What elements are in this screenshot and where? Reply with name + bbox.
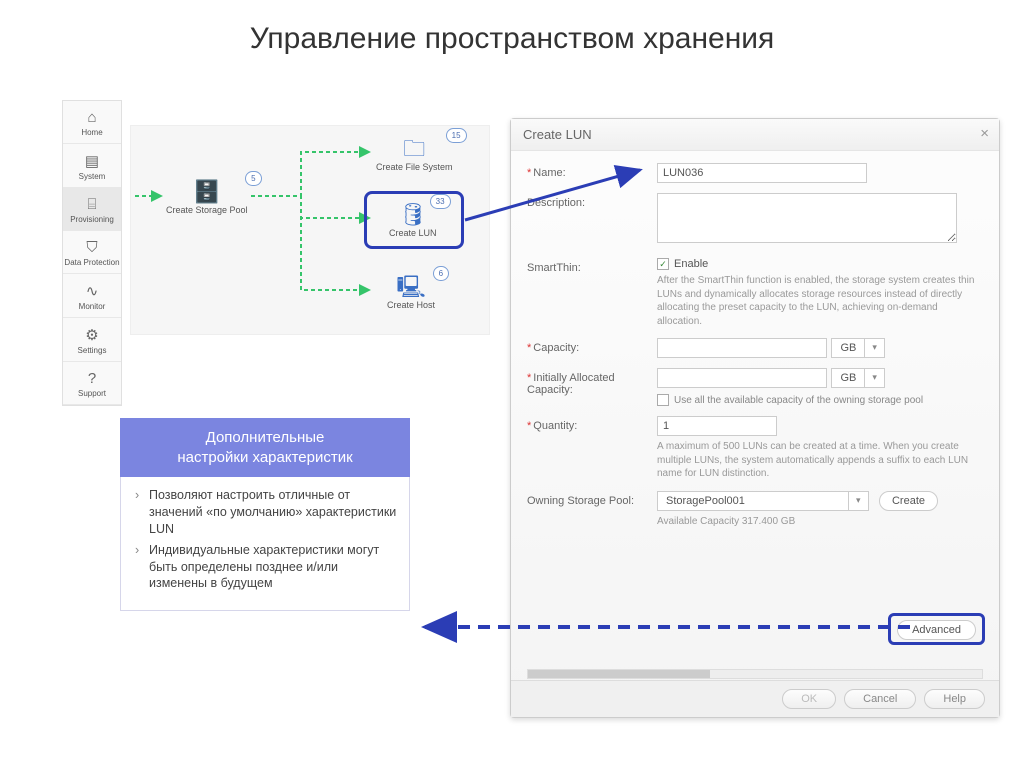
- init-capacity-unit-select[interactable]: GB ▾: [831, 368, 884, 388]
- chevron-down-icon: ▾: [864, 339, 884, 357]
- smartthin-label: SmartThin:: [527, 262, 581, 274]
- home-icon: ⌂: [63, 109, 121, 126]
- pool-value: StoragePool001: [658, 492, 848, 510]
- provisioning-icon: ⌸: [63, 196, 121, 213]
- folder-icon: 🗀: [376, 138, 453, 160]
- node-create-host[interactable]: 🖳 Create Host 6: [387, 276, 435, 310]
- dialog-title: Create LUN: [523, 127, 592, 142]
- callout-header-line2: настройки характеристик: [126, 448, 404, 468]
- pool-available-text: Available Capacity 317.400 GB: [657, 515, 983, 529]
- callout-header: Дополнительные настройки характеристик: [120, 418, 410, 477]
- dialog-title-bar: Create LUN ×: [511, 119, 999, 151]
- capacity-unit-value: GB: [832, 339, 864, 357]
- sidebar-item-support[interactable]: ? Support: [63, 362, 121, 405]
- sidebar-item-provisioning[interactable]: ⌸ Provisioning: [63, 188, 121, 231]
- owning-pool-select[interactable]: StoragePool001 ▾: [657, 491, 869, 511]
- support-icon: ?: [63, 370, 121, 387]
- capacity-unit-select[interactable]: GB ▾: [831, 338, 884, 358]
- lun-highlight-box: [364, 191, 464, 249]
- advanced-button[interactable]: Advanced: [897, 620, 976, 640]
- help-button[interactable]: Help: [924, 689, 985, 709]
- host-icon: 🖳: [387, 276, 435, 298]
- node-file-system[interactable]: 🗀 Create File System 15: [376, 138, 453, 172]
- init-capacity-unit-value: GB: [832, 369, 864, 387]
- smartthin-checkbox[interactable]: ✓: [657, 258, 669, 270]
- sidebar-item-label: Provisioning: [63, 215, 121, 224]
- advanced-highlight-box: Advanced: [888, 613, 985, 645]
- sidebar-item-label: Support: [63, 389, 121, 398]
- capacity-label: Capacity:: [533, 342, 579, 354]
- sidebar-item-settings[interactable]: ⚙ Settings: [63, 318, 121, 362]
- node-badge: 5: [245, 171, 261, 186]
- sidebar-item-data-protection[interactable]: ⛉ Data Protection: [63, 231, 121, 274]
- sidebar: ⌂ Home ▤ System ⌸ Provisioning ⛉ Data Pr…: [62, 100, 122, 406]
- close-icon[interactable]: ×: [980, 125, 989, 142]
- sidebar-item-label: System: [63, 172, 121, 181]
- provisioning-diagram: 🗄️ Create Storage Pool 5 🗀 Create File S…: [130, 125, 490, 335]
- create-lun-dialog: Create LUN × *Name: Description: SmartTh…: [510, 118, 1000, 718]
- init-capacity-input[interactable]: [657, 368, 827, 388]
- node-label: Create File System: [376, 162, 453, 172]
- shield-icon: ⛉: [63, 239, 121, 256]
- callout-header-line1: Дополнительные: [126, 428, 404, 448]
- use-all-label: Use all the available capacity of the ow…: [674, 395, 923, 406]
- sidebar-item-home[interactable]: ⌂ Home: [63, 101, 121, 144]
- monitor-icon: ∿: [63, 282, 121, 300]
- name-input[interactable]: [657, 163, 867, 183]
- callout-bullet: Позволяют настроить отличные от значений…: [133, 487, 397, 538]
- horizontal-scrollbar[interactable]: [527, 669, 983, 679]
- sidebar-item-system[interactable]: ▤ System: [63, 144, 121, 188]
- smartthin-enable-label: Enable: [674, 258, 708, 270]
- node-badge: 15: [446, 128, 467, 143]
- node-label: Create Host: [387, 300, 435, 310]
- pool-label: Owning Storage Pool:: [527, 495, 634, 507]
- sidebar-item-label: Monitor: [63, 302, 121, 311]
- quantity-input[interactable]: [657, 416, 777, 436]
- node-badge: 6: [433, 266, 449, 281]
- node-label: Create Storage Pool: [166, 205, 248, 215]
- sidebar-item-monitor[interactable]: ∿ Monitor: [63, 274, 121, 318]
- init-capacity-label: Initially Allocated Capacity:: [527, 372, 615, 396]
- system-icon: ▤: [63, 152, 121, 170]
- callout-bullet: Индивидуальные характеристики могут быть…: [133, 542, 397, 593]
- sidebar-item-label: Data Protection: [63, 258, 121, 267]
- ok-button[interactable]: OK: [782, 689, 836, 709]
- create-pool-button[interactable]: Create: [879, 491, 938, 511]
- smartthin-help-text: After the SmartThin function is enabled,…: [657, 274, 983, 328]
- callout-body: Позволяют настроить отличные от значений…: [120, 477, 410, 611]
- description-input[interactable]: [657, 193, 957, 243]
- capacity-input[interactable]: [657, 338, 827, 358]
- quantity-help-text: A maximum of 500 LUNs can be created at …: [657, 440, 983, 481]
- cancel-button[interactable]: Cancel: [844, 689, 916, 709]
- dialog-body: *Name: Description: SmartThin: ✓ Enable …: [511, 151, 999, 546]
- chevron-down-icon: ▾: [848, 492, 868, 510]
- sidebar-item-label: Home: [63, 128, 121, 137]
- chevron-down-icon: ▾: [864, 369, 884, 387]
- storage-pool-icon: 🗄️: [166, 181, 248, 203]
- description-label: Description:: [527, 197, 585, 209]
- name-label: Name:: [533, 167, 565, 179]
- node-storage-pool[interactable]: 🗄️ Create Storage Pool 5: [166, 181, 248, 215]
- dialog-footer: OK Cancel Help: [511, 680, 999, 717]
- gear-icon: ⚙: [63, 326, 121, 344]
- use-all-capacity-checkbox[interactable]: [657, 394, 669, 406]
- quantity-label: Quantity:: [533, 420, 577, 432]
- slide-title: Управление пространством хранения: [0, 0, 1024, 66]
- callout-box: Дополнительные настройки характеристик П…: [120, 418, 410, 611]
- sidebar-item-label: Settings: [63, 346, 121, 355]
